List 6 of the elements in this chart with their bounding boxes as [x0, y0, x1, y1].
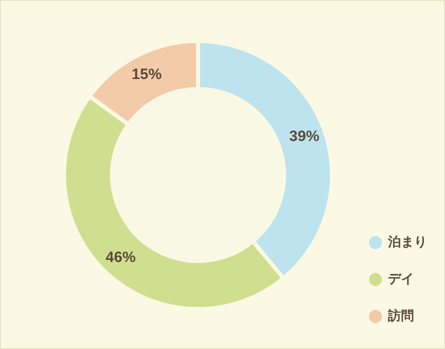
data-label: 39% — [289, 128, 320, 146]
data-label: 46% — [106, 248, 136, 266]
data-label: 15% — [132, 66, 162, 83]
legend-label: 訪問 — [387, 308, 414, 324]
legend-label: デイ — [388, 272, 414, 287]
legend-label: 泊まり — [387, 235, 427, 250]
